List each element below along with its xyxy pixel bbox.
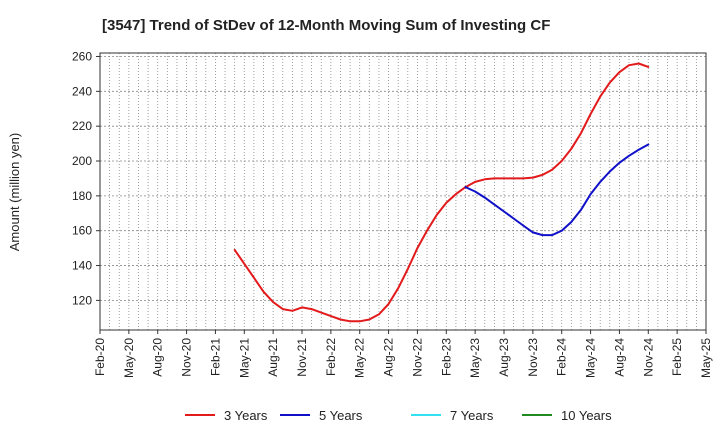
legend-label: 7 Years (450, 408, 494, 423)
x-tick-label: Nov-23 (526, 338, 540, 377)
x-tick-label: Feb-20 (93, 338, 107, 376)
grid (100, 53, 706, 330)
x-tick-label: Feb-22 (324, 338, 338, 376)
x-tick-label: May-22 (353, 338, 367, 378)
x-tick-label: Aug-24 (612, 338, 626, 377)
y-tick-label: 180 (72, 189, 92, 203)
x-tick-label: Aug-22 (382, 338, 396, 377)
y-axis-label: Amount (million yen) (7, 133, 22, 252)
legend-label: 3 Years (224, 408, 268, 423)
series-line-5-years (464, 143, 650, 237)
x-tick-label: Feb-25 (670, 338, 684, 376)
series-lines (233, 62, 650, 323)
x-tick-label: Aug-20 (151, 338, 165, 377)
y-axis: 120 140 160 180 200 220 240 260 (72, 49, 100, 307)
x-tick-label: Nov-20 (180, 338, 194, 377)
x-tick-label: May-24 (584, 338, 598, 378)
x-axis: Feb-20 May-20 Aug-20 Nov-20 Feb-21 May-21 Aug-… (93, 330, 713, 378)
y-tick-label: 160 (72, 224, 92, 238)
y-tick-label: 260 (72, 49, 92, 63)
x-tick-label: Aug-23 (497, 338, 511, 377)
y-tick-label: 220 (72, 119, 92, 133)
y-tick-label: 240 (72, 84, 92, 98)
x-tick-label: Nov-22 (410, 338, 424, 377)
x-tick-label: Feb-23 (439, 338, 453, 376)
x-tick-label: Nov-24 (641, 338, 655, 377)
legend: 3 Years 5 Years 7 Years 10 Years (185, 408, 612, 423)
x-tick-label: Nov-21 (295, 338, 309, 377)
x-tick-label: May-20 (122, 338, 136, 378)
y-tick-label: 120 (72, 293, 92, 307)
y-tick-label: 200 (72, 154, 92, 168)
x-tick-label: Feb-24 (555, 338, 569, 376)
x-tick-label: May-21 (237, 338, 251, 378)
x-tick-label: May-23 (468, 338, 482, 378)
chart-title: [3547] Trend of StDev of 12-Month Moving… (102, 17, 550, 34)
x-tick-label: Aug-21 (266, 338, 280, 377)
y-tick-label: 140 (72, 259, 92, 273)
legend-label: 5 Years (319, 408, 363, 423)
x-tick-label: May-25 (699, 338, 713, 378)
series-line-3-years (233, 62, 650, 323)
x-tick-label: Feb-21 (208, 338, 222, 376)
legend-label: 10 Years (561, 408, 612, 423)
plot-area-border (99, 52, 707, 331)
